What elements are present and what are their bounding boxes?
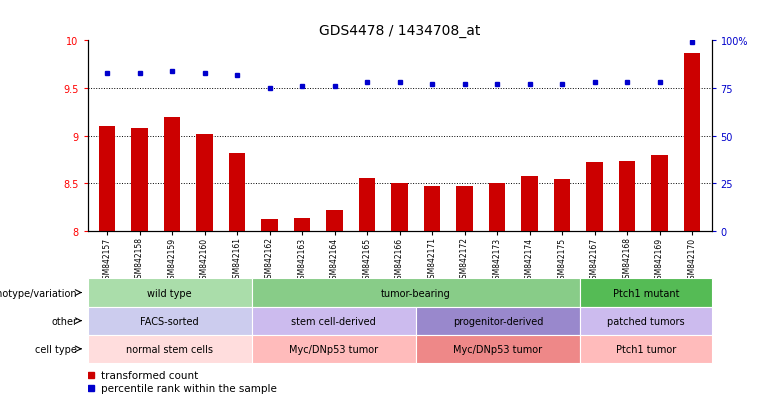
- Text: progenitor-derived: progenitor-derived: [453, 316, 543, 326]
- Text: normal stem cells: normal stem cells: [126, 344, 213, 354]
- Bar: [587, 163, 603, 231]
- Bar: [391, 184, 408, 231]
- Bar: [88, 279, 252, 307]
- Text: wild type: wild type: [148, 288, 192, 298]
- Bar: [294, 219, 310, 231]
- Title: GDS4478 / 1434708_at: GDS4478 / 1434708_at: [319, 24, 480, 38]
- Text: percentile rank within the sample: percentile rank within the sample: [101, 383, 277, 393]
- Text: tumor-bearing: tumor-bearing: [381, 288, 451, 298]
- Text: other: other: [51, 316, 77, 326]
- Bar: [252, 307, 416, 335]
- Bar: [326, 210, 342, 231]
- Text: Myc/DNp53 tumor: Myc/DNp53 tumor: [454, 344, 543, 354]
- Text: Ptch1 tumor: Ptch1 tumor: [616, 344, 676, 354]
- Bar: [457, 187, 473, 231]
- Bar: [580, 307, 712, 335]
- Bar: [684, 54, 700, 231]
- Bar: [252, 335, 416, 363]
- Bar: [651, 155, 667, 231]
- Bar: [132, 129, 148, 231]
- Bar: [164, 117, 180, 231]
- Bar: [196, 134, 212, 231]
- Text: patched tumors: patched tumors: [607, 316, 685, 326]
- Text: stem cell-derived: stem cell-derived: [291, 316, 376, 326]
- Text: cell type: cell type: [35, 344, 77, 354]
- Bar: [580, 335, 712, 363]
- Bar: [416, 307, 580, 335]
- Text: transformed count: transformed count: [101, 370, 199, 380]
- Bar: [252, 279, 580, 307]
- Bar: [359, 179, 375, 231]
- Text: Ptch1 mutant: Ptch1 mutant: [613, 288, 679, 298]
- Bar: [424, 187, 440, 231]
- Bar: [580, 279, 712, 307]
- Bar: [619, 162, 635, 231]
- Bar: [261, 220, 278, 231]
- Bar: [99, 127, 115, 231]
- Bar: [88, 335, 252, 363]
- Text: FACS-sorted: FACS-sorted: [140, 316, 199, 326]
- Bar: [554, 180, 570, 231]
- Text: genotype/variation: genotype/variation: [0, 288, 77, 298]
- Bar: [88, 307, 252, 335]
- Bar: [229, 153, 245, 231]
- Text: Myc/DNp53 tumor: Myc/DNp53 tumor: [289, 344, 378, 354]
- Bar: [489, 184, 505, 231]
- Bar: [521, 176, 538, 231]
- Bar: [416, 335, 580, 363]
